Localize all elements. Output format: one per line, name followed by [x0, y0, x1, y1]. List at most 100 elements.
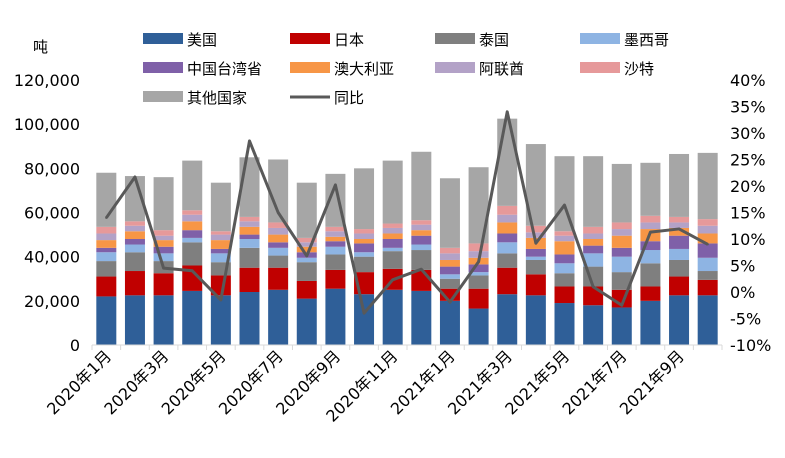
bar-segment-4 [640, 241, 661, 251]
bar-segment-4 [124, 239, 145, 245]
bar-segment-6 [640, 222, 661, 230]
bar-segment-6 [583, 233, 604, 239]
bar-segment-3 [583, 253, 604, 267]
bar-segment-7 [382, 223, 403, 228]
bar-segment-7 [554, 231, 575, 236]
bar-segment-0 [153, 295, 174, 345]
bar-segment-8 [697, 152, 718, 220]
bar-segment-1 [497, 267, 518, 295]
bar-segment-8 [439, 178, 460, 248]
bar-segment-3 [124, 244, 145, 253]
legend-label: 泰国 [479, 31, 509, 49]
yoy-point [563, 203, 566, 207]
bar-segment-5 [439, 259, 460, 267]
bar-segment-7 [325, 226, 346, 232]
bar-segment-6 [296, 242, 317, 247]
bar-segment-0 [411, 290, 432, 345]
bar-segment-7 [697, 219, 718, 226]
bar-segment-6 [239, 221, 260, 227]
bar-segment-6 [669, 222, 690, 228]
bar-segment-4 [411, 235, 432, 245]
bar-segment-2 [382, 251, 403, 269]
bar-segment-3 [525, 256, 546, 260]
legend-swatch [143, 91, 183, 102]
bar-segment-2 [354, 256, 375, 273]
legend-label: 澳大利亚 [334, 60, 394, 78]
bar-segment-1 [525, 274, 546, 296]
bar-segment-8 [268, 159, 289, 223]
yoy-point [305, 254, 308, 258]
bar-segment-8 [124, 176, 145, 222]
bar-segment-0 [640, 300, 661, 345]
bar-segment-4 [697, 243, 718, 258]
yoy-point [448, 300, 452, 304]
bar-segment-7 [611, 222, 632, 230]
bar-segment-1 [296, 280, 317, 299]
bar-segment-8 [497, 118, 518, 206]
bar-segment-5 [354, 239, 375, 244]
bar-segment-7 [497, 205, 518, 215]
legend-label: 中国台湾省 [187, 60, 262, 78]
bar-segment-7 [640, 215, 661, 223]
bar-segment-8 [96, 172, 117, 227]
bar-segment-7 [439, 247, 460, 254]
bar-segment-5 [124, 231, 145, 239]
bar-segment-3 [296, 257, 317, 263]
bar-segment-4 [468, 264, 489, 273]
yoy-point [362, 312, 366, 315]
bar-segment-4 [268, 242, 289, 248]
bar-segment-6 [124, 225, 145, 232]
bar-segment-6 [182, 214, 203, 222]
bar-segment-3 [411, 244, 432, 251]
bar-segment-1 [239, 267, 260, 292]
y-axis-unit-label: 吨 [33, 38, 48, 56]
bar-segment-6 [153, 235, 174, 241]
bar-segment-5 [153, 240, 174, 247]
bar-segment-1 [182, 265, 203, 291]
bar-segment-5 [497, 222, 518, 234]
bar-segment-4 [153, 246, 174, 254]
y-tick-label: 0 [70, 336, 80, 355]
y-tick-label: 80,000 [24, 159, 80, 178]
bar-segment-7 [468, 243, 489, 252]
bar-segment-7 [268, 222, 289, 228]
yoy-point [534, 242, 538, 245]
bar-segment-4 [354, 243, 375, 253]
bar-segment-3 [439, 274, 460, 279]
bar-segment-0 [583, 305, 604, 345]
yoy-point [334, 183, 337, 187]
bar-segment-5 [697, 233, 718, 244]
yoy-line-path [105, 110, 709, 315]
bar-segment-1 [468, 288, 489, 309]
legend-swatch [435, 33, 475, 44]
y2-tick-label: 10% [730, 230, 766, 249]
bar-segment-4 [210, 248, 231, 254]
bar-segment-4 [525, 248, 546, 257]
bar-segment-5 [239, 226, 260, 235]
bar-segment-6 [697, 225, 718, 234]
bar-segment-0 [182, 290, 203, 345]
bar-segment-0 [354, 294, 375, 345]
bar-segment-6 [210, 234, 231, 241]
bar-segment-7 [153, 230, 174, 236]
bar-segment-1 [554, 286, 575, 304]
bar-segment-4 [611, 247, 632, 257]
bar-segment-1 [640, 286, 661, 301]
bar-segment-5 [411, 230, 432, 236]
bar-segment-5 [554, 241, 575, 255]
yoy-point [677, 227, 681, 231]
y2-tick-label: 20% [730, 177, 766, 196]
bar-segment-5 [611, 235, 632, 248]
legend-swatch [143, 62, 183, 73]
bar-segment-8 [182, 160, 203, 211]
bar-segment-6 [411, 224, 432, 231]
yoy-point [620, 304, 623, 307]
bar-segment-4 [96, 247, 117, 253]
yoy-point [649, 230, 652, 234]
legend-label: 日本 [334, 31, 364, 49]
bar-segment-1 [325, 269, 346, 289]
bar-segment-2 [554, 273, 575, 287]
bar-segment-0 [554, 303, 575, 345]
